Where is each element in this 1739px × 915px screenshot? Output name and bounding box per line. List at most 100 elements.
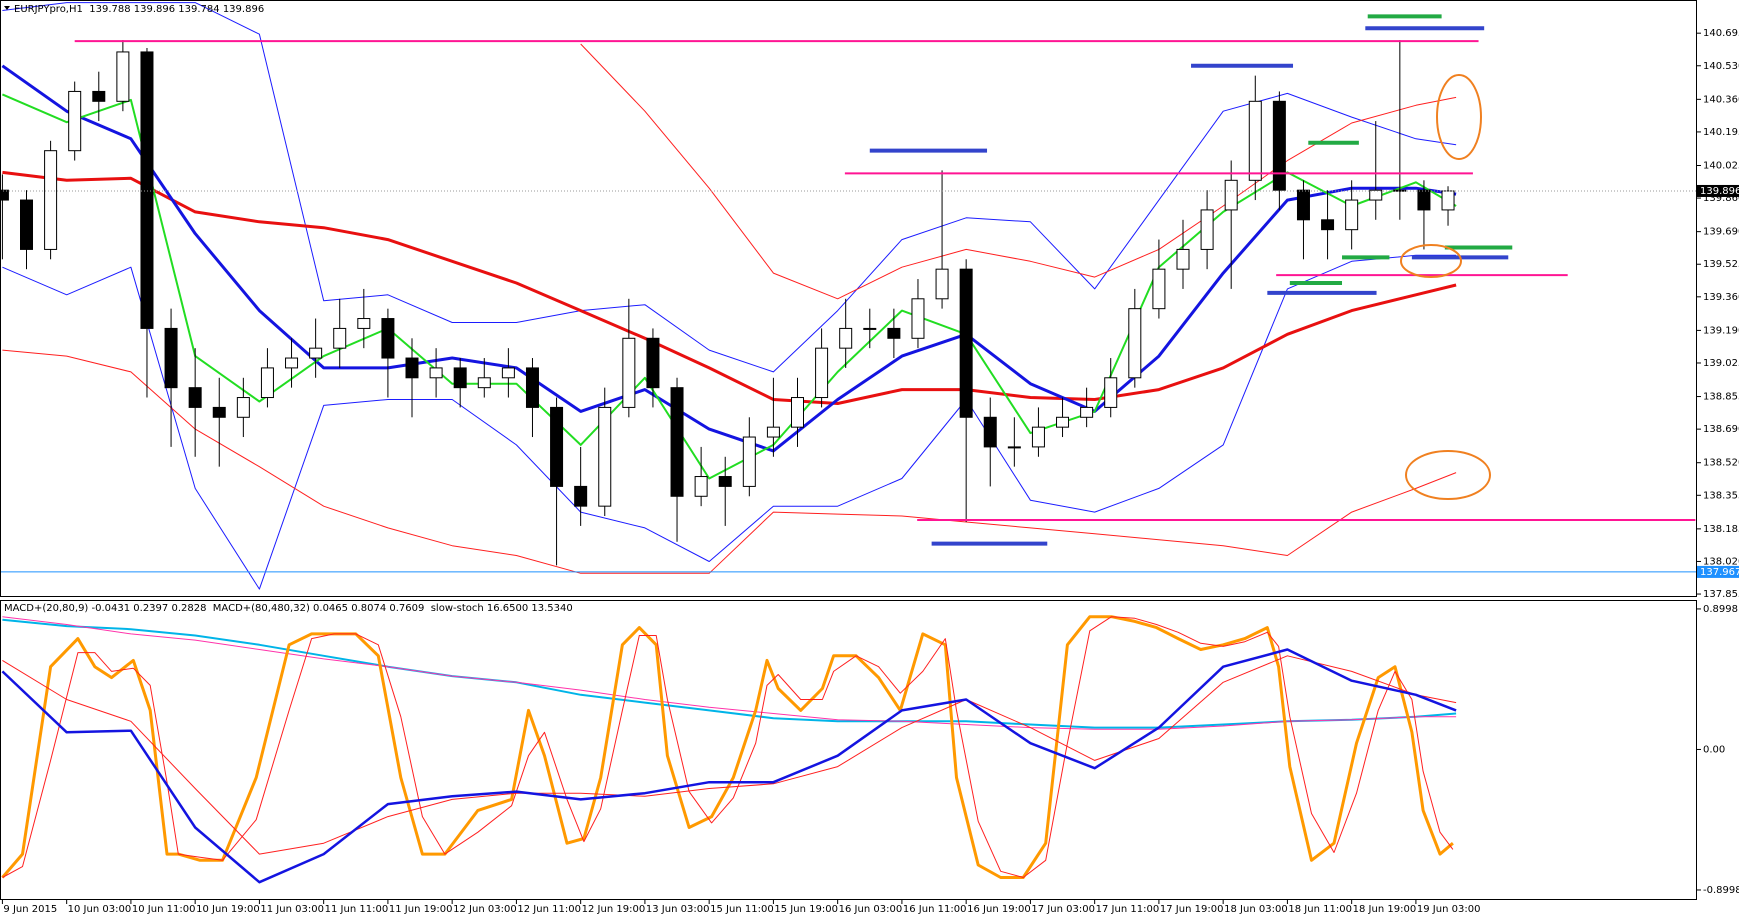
y-tick-label: 140.195 xyxy=(1703,127,1739,138)
candle-body xyxy=(839,327,853,349)
candle-body xyxy=(646,337,660,389)
indicator-title: MACD+(20,80,9) -0.0431 0.2397 0.2828 MAC… xyxy=(4,603,573,614)
x-tick-label: 10 Jun 03:00 xyxy=(68,904,132,915)
candle-body xyxy=(935,268,949,300)
y-tick-label: 138.520 xyxy=(1703,458,1739,469)
candle-body xyxy=(188,387,202,408)
x-tick-label: 16 Jun 11:00 xyxy=(903,904,967,915)
x-tick-label: 13 Jun 03:00 xyxy=(646,904,710,915)
candle-body xyxy=(815,347,829,399)
y-tick-label: 139.525 xyxy=(1703,259,1739,270)
y-tick-label: 0.8998 xyxy=(1703,604,1738,615)
annotations xyxy=(1400,74,1491,500)
y-tick-label: 140.360 xyxy=(1703,94,1739,105)
candle-body xyxy=(1128,308,1142,379)
candle-body xyxy=(309,347,323,359)
candle-body xyxy=(525,367,539,408)
candle-body xyxy=(501,367,515,379)
candle-body xyxy=(742,436,756,487)
x-tick-label: 17 Jun 19:00 xyxy=(1160,904,1224,915)
y-tick-label: 138.355 xyxy=(1703,490,1739,501)
indicator-line xyxy=(580,43,1457,300)
indicator-line xyxy=(2,655,1457,855)
x-tick-label: 18 Jun 19:00 xyxy=(1353,904,1417,915)
candle-body xyxy=(1224,179,1238,211)
candle-body xyxy=(44,150,58,250)
y-tick-label: 139.190 xyxy=(1703,325,1739,336)
price-frame xyxy=(0,0,1697,597)
candle-body xyxy=(164,327,178,389)
x-tick-label: 10 Jun 19:00 xyxy=(196,904,260,915)
y-tick-label: 138.020 xyxy=(1703,556,1739,567)
candle-body xyxy=(766,426,780,438)
candle-body xyxy=(1393,189,1407,192)
y-tick-label: 138.690 xyxy=(1703,424,1739,435)
x-tick-label: 18 Jun 03:00 xyxy=(1224,904,1288,915)
candle-body xyxy=(1441,190,1455,211)
indicator-line xyxy=(2,170,1457,405)
y-tick-label: 140.530 xyxy=(1703,61,1739,72)
candle-body xyxy=(357,318,371,329)
highlight-ellipse xyxy=(1400,244,1462,278)
indicator-line xyxy=(2,618,1457,729)
y-tick-label: 139.360 xyxy=(1703,292,1739,303)
price-title: EURJPYpro,H1 139.788 139.896 139.784 139… xyxy=(14,4,264,15)
candle-body xyxy=(1417,189,1431,211)
candle-body xyxy=(718,476,732,487)
candle-body xyxy=(116,51,130,102)
candle-body xyxy=(20,199,34,250)
candle-body xyxy=(1007,446,1021,449)
highlight-ellipse xyxy=(1405,450,1491,500)
candle-body xyxy=(1200,209,1214,250)
y-tick-label: 137.855 xyxy=(1703,589,1739,600)
x-tick-label: 11 Jun 11:00 xyxy=(325,904,389,915)
candle-body xyxy=(92,90,106,102)
indicator-line xyxy=(1,648,1457,884)
candle-body xyxy=(260,367,274,399)
candle-body xyxy=(285,357,299,369)
candle-body xyxy=(622,337,636,408)
indicator-line xyxy=(2,349,1457,574)
candle-body xyxy=(1248,100,1262,181)
y-tick-label: 138.185 xyxy=(1703,524,1739,535)
candle-body xyxy=(477,377,491,389)
candle-body xyxy=(1080,406,1094,418)
x-tick-label: 12 Jun 19:00 xyxy=(582,904,646,915)
candle-body xyxy=(983,416,997,448)
candle-body xyxy=(959,268,973,418)
candle-body xyxy=(791,397,805,428)
indicator-line xyxy=(2,616,1454,878)
x-tick-label: 17 Jun 11:00 xyxy=(1096,904,1160,915)
candle-body xyxy=(236,397,250,418)
candle-body xyxy=(1296,189,1310,221)
x-tick-label: 10 Jun 11:00 xyxy=(132,904,196,915)
price-label: 139.896 xyxy=(1700,186,1739,197)
candle-body xyxy=(1345,199,1359,231)
price-label-box xyxy=(1697,565,1739,578)
candle-body xyxy=(1176,248,1190,270)
menu-arrow xyxy=(4,6,10,10)
y-tick-label: 139.860 xyxy=(1703,193,1739,204)
candle-body xyxy=(333,327,347,349)
x-tick-label: 12 Jun 11:00 xyxy=(517,904,581,915)
x-tick-label: 9 Jun 2015 xyxy=(3,904,57,915)
candle-body xyxy=(212,406,226,418)
x-tick-label: 11 Jun 03:00 xyxy=(260,904,324,915)
indicator-plot xyxy=(1,615,1457,884)
indicator-line xyxy=(2,616,1457,730)
candle-body xyxy=(911,298,925,339)
y-tick-label: 138.855 xyxy=(1703,392,1739,403)
candle-body xyxy=(68,90,82,152)
candle-body xyxy=(381,318,395,359)
candle-body xyxy=(140,51,154,329)
y-tick-label: 139.690 xyxy=(1703,227,1739,238)
x-tick-label: 16 Jun 03:00 xyxy=(839,904,903,915)
price-label: 137.967 xyxy=(1700,567,1739,578)
indicator-line xyxy=(1,64,1457,453)
price-label-box xyxy=(1697,184,1739,197)
x-tick-label: 15 Jun 11:00 xyxy=(710,904,774,915)
highlight-ellipse xyxy=(1436,74,1482,160)
candle-body xyxy=(694,476,708,497)
candle-body xyxy=(0,189,9,201)
